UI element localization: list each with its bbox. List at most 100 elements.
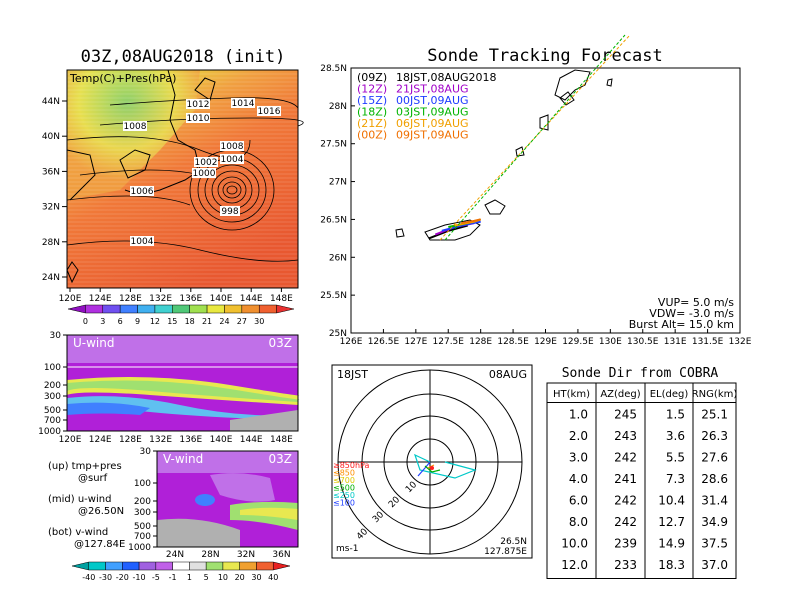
map-lon-axis: 120E 124E 128E 132E 136E 140E 144E 148E xyxy=(59,288,293,304)
legend-up: (up) tmp+pres xyxy=(48,461,122,472)
uwind-p-label: 500 xyxy=(44,406,61,416)
map-lat-label: 32N xyxy=(42,203,60,213)
surface-map-panel: 03Z,08AUG2018 (init) xyxy=(42,47,304,326)
colorbar-label: 30 xyxy=(254,317,264,326)
vwind-label: V-wind xyxy=(163,452,203,466)
wind-colorbar-swatch xyxy=(71,561,90,571)
table-header: HT(km) xyxy=(553,389,590,400)
track-lon-label: 128.5E xyxy=(497,337,529,347)
contour-label: 1012 xyxy=(187,100,210,110)
polar-hodograph-panel: 10 20 30 40 ≥850hPa≤850≤700≤500≤250≤100 … xyxy=(331,364,533,559)
map-lat-label: 36N xyxy=(42,167,60,177)
wind-colorbar-label: 10 xyxy=(218,573,228,582)
table-cell: 10.0 xyxy=(561,537,588,551)
wind-colorbar-swatch xyxy=(155,561,173,571)
table-cell: 26.3 xyxy=(701,429,728,443)
colorbar-label: 18 xyxy=(185,317,195,326)
map-lon-label: 120E xyxy=(59,294,82,304)
wind-colorbar-swatch xyxy=(122,561,140,571)
table-cell: 31.4 xyxy=(701,494,728,508)
track-lon-label: 127.5E xyxy=(433,337,465,347)
trajectory-line xyxy=(444,34,626,241)
contour-label: 1014 xyxy=(232,99,255,109)
colorbar-label: 27 xyxy=(237,317,247,326)
wind-colorbar-label: 5 xyxy=(204,573,209,582)
track-legend-code: (15Z) xyxy=(357,94,387,107)
uwind-p-label: 200 xyxy=(44,381,61,391)
colorbar-label: 12 xyxy=(150,317,160,326)
wind-colorbar-swatch xyxy=(239,561,257,571)
map-lon-label: 132E xyxy=(149,294,172,304)
vwind-lat-label: 36N xyxy=(272,550,290,560)
track-lines xyxy=(428,218,482,240)
panel-legend: (up) tmp+pres @surf (mid) u-wind @26.50N… xyxy=(48,461,125,550)
wind-colorbar-swatch xyxy=(88,561,106,571)
track-legend-time: 09JST,09AUG xyxy=(396,129,469,142)
vwind-lat-label: 32N xyxy=(237,550,255,560)
map-lat-label: 40N xyxy=(42,132,60,142)
island-coastlines xyxy=(395,69,613,241)
colorbar-swatch xyxy=(154,304,173,314)
uwind-p-label: 100 xyxy=(44,363,61,373)
vwind-p-label: 200 xyxy=(134,497,151,507)
vwind-lat-axis: 24N 28N 32N 36N xyxy=(166,550,291,560)
table-header: AZ(deg) xyxy=(600,389,640,400)
contour-label: 998 xyxy=(221,207,238,217)
legend-bot-level: @127.84E xyxy=(74,539,125,550)
wind-colorbar-swatch xyxy=(272,561,291,571)
map-lon-label: 140E xyxy=(210,294,233,304)
vdw-text: VDW= -3.0 m/s xyxy=(649,307,734,320)
polar-lon: 127.875E xyxy=(484,547,527,557)
track-lat-label: 25N xyxy=(329,329,347,339)
uwind-lon-label: 148E xyxy=(270,435,293,445)
colorbar-label: 24 xyxy=(219,317,229,326)
uwind-p-label: 1000 xyxy=(38,427,61,437)
wind-colorbar-label: -30 xyxy=(99,573,112,582)
map-lat-axis: 44N 40N 36N 32N 28N 24N xyxy=(42,97,67,283)
colorbar-swatch xyxy=(119,304,138,314)
track-lon-label: 129.5E xyxy=(562,337,594,347)
table-header: RNG(km) xyxy=(692,389,738,400)
uwind-p-label: 30 xyxy=(50,331,62,341)
table-cell: 12.0 xyxy=(561,558,588,572)
wind-colorbar-label: -20 xyxy=(116,573,129,582)
contour-label: 1004 xyxy=(131,237,154,247)
table-title: Sonde Dir from COBRA xyxy=(562,366,719,381)
polar-level-label: ≤700 xyxy=(333,476,355,485)
wind-colorbar-label: -40 xyxy=(82,573,95,582)
table-cell: 6.0 xyxy=(569,494,588,508)
wind-colorbar-label: -5 xyxy=(152,573,160,582)
table-cell: 241 xyxy=(614,472,637,486)
map-lat-label: 28N xyxy=(42,238,60,248)
table-cell: 18.3 xyxy=(658,558,685,572)
track-lon-label: 126E xyxy=(340,337,363,347)
track-lon-label: 127E xyxy=(404,337,427,347)
track-lat-label: 28.5N xyxy=(320,64,347,74)
table-cell: 245 xyxy=(614,408,637,422)
polar-level-label: ≤500 xyxy=(333,484,355,493)
polar-time: 18JST xyxy=(337,368,368,381)
wind-colorbar-label: 20 xyxy=(235,573,245,582)
wind-colorbar-label: -10 xyxy=(133,573,146,582)
colorbar-swatch xyxy=(172,304,190,314)
sonde-direction-table: Sonde Dir from COBRA HT(km) AZ(deg) EL(deg… xyxy=(546,366,738,579)
vwind-lat-label: 28N xyxy=(201,550,219,560)
contour-label: 1008 xyxy=(124,122,147,132)
temperature-colorbar: 0 3 6 9 12 15 18 21 24 27 30 xyxy=(67,304,295,326)
wind-colorbar: -40 -30 -20 -10 -5 -1 1 5 10 20 30 40 xyxy=(71,561,291,582)
table-cell: 242 xyxy=(614,515,637,529)
uwind-lon-label: 136E xyxy=(179,435,202,445)
trajectory-line xyxy=(439,34,631,241)
vwind-p-label: 500 xyxy=(134,522,151,532)
burst-alt-text: Burst Alt= 15.0 km xyxy=(629,318,734,331)
table-cell: 1.0 xyxy=(569,408,588,422)
wind-colorbar-swatch xyxy=(189,561,207,571)
field-label: Temp(C)+Pres(hPa) xyxy=(69,72,176,85)
wind-colorbar-swatch xyxy=(172,561,190,571)
colorbar-swatch xyxy=(102,304,121,314)
table-cell: 1.5 xyxy=(666,408,685,422)
map-title: 03Z,08AUG2018 (init) xyxy=(81,47,286,67)
track-lon-label: 131E xyxy=(664,337,687,347)
polar-level-label: ≤250 xyxy=(333,491,355,500)
track-lon-label: 129E xyxy=(534,337,557,347)
